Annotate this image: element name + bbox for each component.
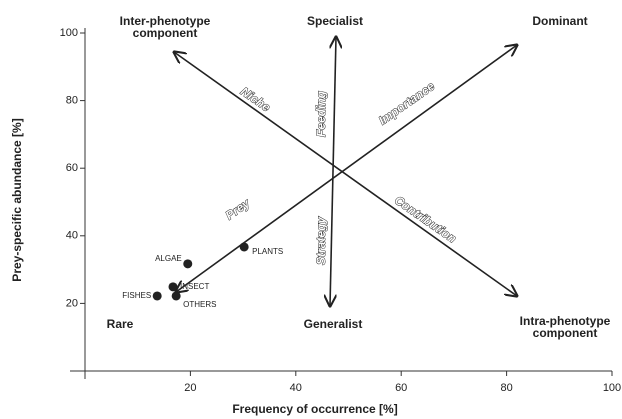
y-tick-label: 100 (60, 27, 78, 39)
y-axis-label: Prey-specific abundance [%] (10, 118, 24, 281)
x-tick-label: 80 (500, 382, 512, 394)
prey-importance-arrow (176, 45, 517, 292)
arrow-label: Importance (376, 79, 437, 128)
x-tick-label: 100 (603, 382, 621, 394)
point (239, 242, 249, 252)
point-label: OTHERS (183, 300, 216, 309)
point (183, 259, 193, 269)
point-label: PLANTS (252, 247, 283, 256)
corner-label: component (533, 326, 598, 340)
corner-label: component (133, 26, 198, 40)
x-tick-label: 60 (395, 382, 407, 394)
corner-label: Intra-phenotype (520, 314, 611, 328)
corner-label: Generalist (304, 317, 363, 331)
corner-label: Rare (107, 317, 134, 331)
point-label: INSECT (180, 282, 209, 291)
point (171, 291, 181, 301)
niche-contribution-arrow (174, 52, 517, 296)
corner-label: Specialist (307, 14, 363, 28)
arrows (174, 37, 517, 306)
point-label: ALGAE (155, 254, 182, 263)
point (152, 291, 162, 301)
x-tick-label: 40 (290, 382, 302, 394)
x-axis-label: Frequency of occurrence [%] (232, 402, 397, 416)
feeding-strategy-arrow (330, 37, 336, 306)
arrow-label: Contribution (392, 193, 459, 246)
arrow-label: Feeding (314, 90, 328, 137)
y-tick-label: 60 (66, 162, 78, 174)
y-tick-label: 80 (66, 95, 78, 107)
x-tick-label: 20 (184, 382, 196, 394)
corner-label: Inter-phenotype (120, 14, 211, 28)
arrow-label: Strategy (314, 216, 328, 265)
point (168, 282, 178, 292)
point-label: FISHES (122, 291, 151, 300)
y-tick-label: 20 (66, 297, 78, 309)
y-tick-label: 40 (66, 230, 78, 242)
arrow-label: Prey (223, 195, 253, 222)
corner-label: Dominant (532, 14, 587, 28)
